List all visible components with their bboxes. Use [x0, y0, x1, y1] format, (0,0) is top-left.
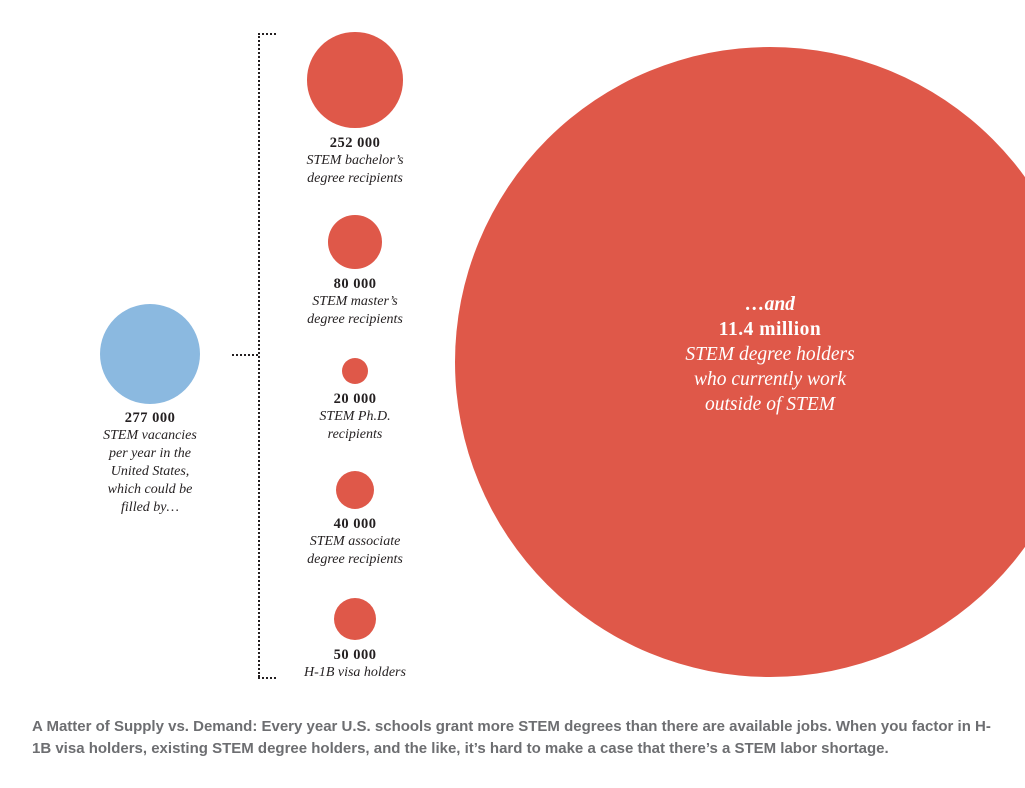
- demand-label-desc-1: STEM vacancies: [103, 427, 197, 443]
- outside-stem-desc-3: outside of STEM: [705, 394, 835, 415]
- demand-connector-dots: [232, 354, 258, 356]
- supply-label-5-desc-1: H-1B visa holders: [304, 665, 406, 681]
- bracket-bottom-tick: [258, 677, 276, 679]
- supply-label-4-desc-1: STEM associate: [309, 534, 401, 549]
- outside-stem-lead: …and: [745, 294, 795, 315]
- bracket-top-tick: [258, 33, 276, 35]
- supply-label-3: 20 000 STEM Ph.D. recipients: [280, 390, 430, 444]
- supply-circle-2: [328, 215, 382, 269]
- supply-label-3-value: 20 000: [333, 391, 377, 408]
- supply-label-5: 50 000 H-1B visa holders: [280, 646, 430, 682]
- supply-label-1-value: 252 000: [329, 134, 381, 151]
- bracket-dotted-line: [258, 33, 260, 677]
- demand-label-desc-2: per year in the: [108, 445, 192, 461]
- supply-label-4-value: 40 000: [333, 516, 377, 532]
- outside-stem-circle: [455, 47, 1025, 677]
- supply-label-1: 252 000 STEM bachelor’s degree recipients: [280, 134, 430, 188]
- demand-label-value: 277 000: [124, 409, 176, 426]
- supply-label-4-desc-2: degree recipients: [307, 552, 403, 567]
- supply-circle-3: [341, 357, 369, 385]
- demand-label-desc-4: which could be: [107, 481, 193, 497]
- supply-label-3-desc-2: recipients: [327, 427, 383, 443]
- outside-stem-label: …and 11.4 million STEM degree holders wh…: [640, 292, 900, 417]
- supply-circle-1: [307, 32, 403, 128]
- outside-stem-desc-2: who currently work: [693, 369, 846, 390]
- bubble-chart: …and 11.4 million STEM degree holders wh…: [75, 32, 1025, 682]
- outside-stem-value: 11.4 million: [718, 319, 822, 340]
- demand-circle: [100, 304, 200, 404]
- chart-caption: A Matter of Supply vs. Demand: Every yea…: [32, 718, 991, 757]
- supply-circle-4: [336, 471, 374, 509]
- demand-label-desc-5: filled by…: [121, 499, 179, 515]
- supply-label-1-desc-2: degree recipients: [307, 170, 403, 186]
- supply-label-2: 80 000 STEM master’s degree recipients: [280, 275, 430, 329]
- supply-label-2-desc-1: STEM master’s: [312, 293, 398, 309]
- supply-label-3-desc-1: STEM Ph.D.: [319, 409, 391, 425]
- demand-label-desc-3: United States,: [110, 463, 190, 479]
- outside-stem-desc-1: STEM degree holders: [685, 344, 855, 365]
- demand-label: 277 000 STEM vacancies per year in the Unit…: [75, 409, 225, 517]
- supply-label-4: 40 000 STEM associate degree recipients: [280, 515, 430, 569]
- supply-label-2-desc-2: degree recipients: [307, 311, 403, 327]
- supply-label-5-value: 50 000: [333, 647, 377, 664]
- supply-label-2-value: 80 000: [333, 275, 377, 292]
- supply-circle-5: [333, 597, 377, 641]
- supply-label-1-desc-1: STEM bachelor’s: [306, 152, 404, 168]
